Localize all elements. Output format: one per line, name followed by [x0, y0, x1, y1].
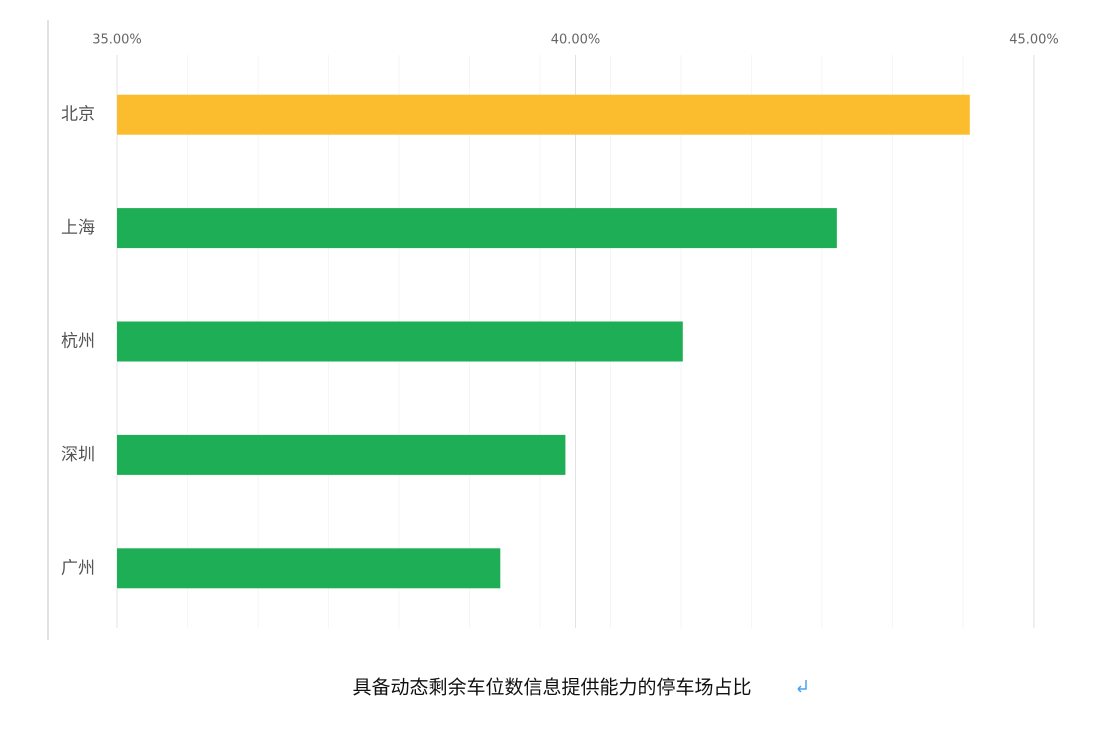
y-tick-label: 广州: [61, 558, 95, 578]
x-tick-label: 40.00%: [551, 33, 601, 48]
return-mark: [797, 680, 807, 693]
bar: [117, 434, 566, 475]
caption: 具备动态剩余车位数信息提供能力的停车场占比: [352, 677, 751, 699]
y-tick-label: 上海: [61, 218, 95, 238]
x-tick-label: 45.00%: [1009, 33, 1059, 48]
bar: [117, 208, 837, 249]
bar: [117, 94, 970, 135]
bar: [117, 548, 501, 589]
y-tick-label: 北京: [61, 105, 95, 125]
bar: [117, 321, 683, 362]
y-tick-label: 深圳: [61, 445, 95, 465]
y-tick-label: 杭州: [61, 332, 95, 352]
x-tick-label: 35.00%: [92, 33, 142, 48]
